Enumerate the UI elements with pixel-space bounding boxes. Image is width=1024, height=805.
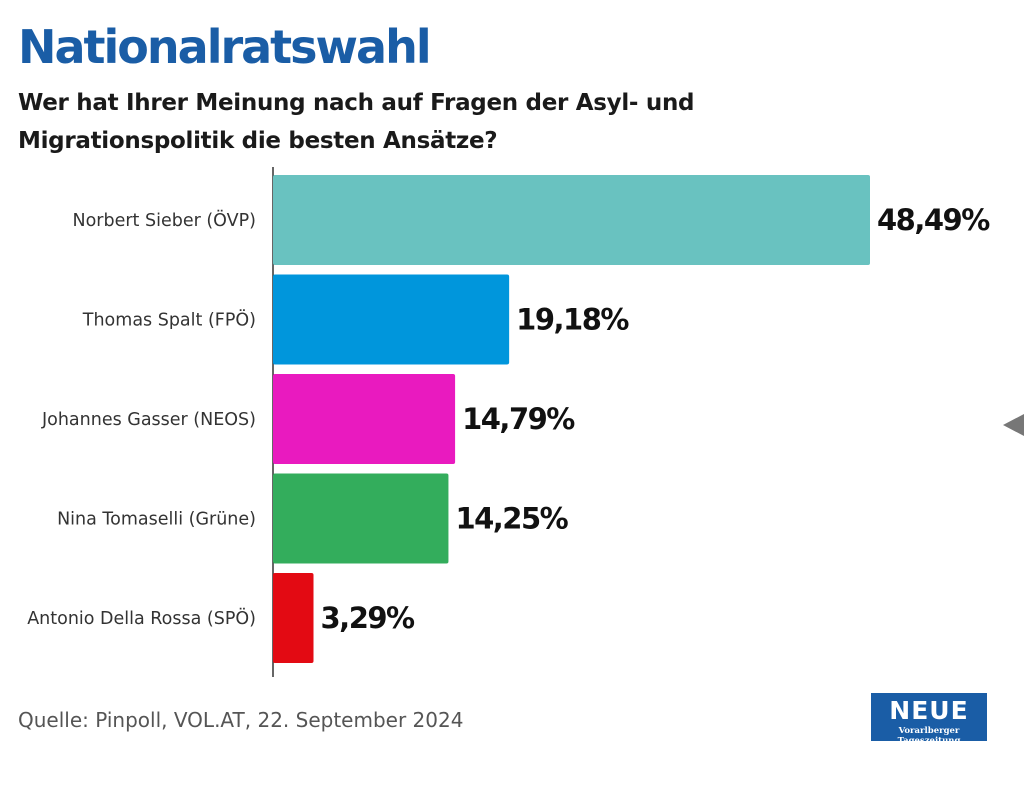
source-note: Quelle: Pinpoll, VOL.AT, 22. September 2…: [18, 708, 464, 732]
category-label: Johannes Gasser (NEOS): [41, 410, 256, 430]
chart-title: Nationalratswahl: [18, 20, 432, 74]
bar-chart: Norbert Sieber (ÖVP) 48,49% Thomas Spalt (…: [27, 167, 992, 677]
category-label: Thomas Spalt (FPÖ): [82, 309, 256, 331]
bar: [273, 573, 314, 663]
value-label: 14,79%: [462, 402, 575, 436]
value-label: 3,29%: [321, 601, 416, 635]
newspaper-logo: NEUE Vorarlberger Tageszeitung: [871, 693, 987, 746]
bar: [273, 274, 510, 365]
bar: [273, 374, 456, 464]
bar: [273, 175, 870, 265]
value-label: 48,49%: [877, 203, 990, 237]
value-label: 19,18%: [516, 303, 629, 337]
value-label: 14,25%: [455, 502, 568, 536]
chart-subtitle: Wer hat Ihrer Meinung nach auf Fragen de…: [18, 90, 695, 154]
logo-tagline: Vorarlberger Tageszeitung: [897, 726, 961, 746]
category-label: Norbert Sieber (ÖVP): [72, 209, 256, 231]
logo-name: NEUE: [889, 696, 969, 725]
category-label: Nina Tomaselli (Grüne): [57, 510, 256, 530]
previous-arrow-icon[interactable]: [1003, 414, 1024, 436]
category-label: Antonio Della Rossa (SPÖ): [27, 607, 256, 629]
bar: [273, 473, 449, 564]
